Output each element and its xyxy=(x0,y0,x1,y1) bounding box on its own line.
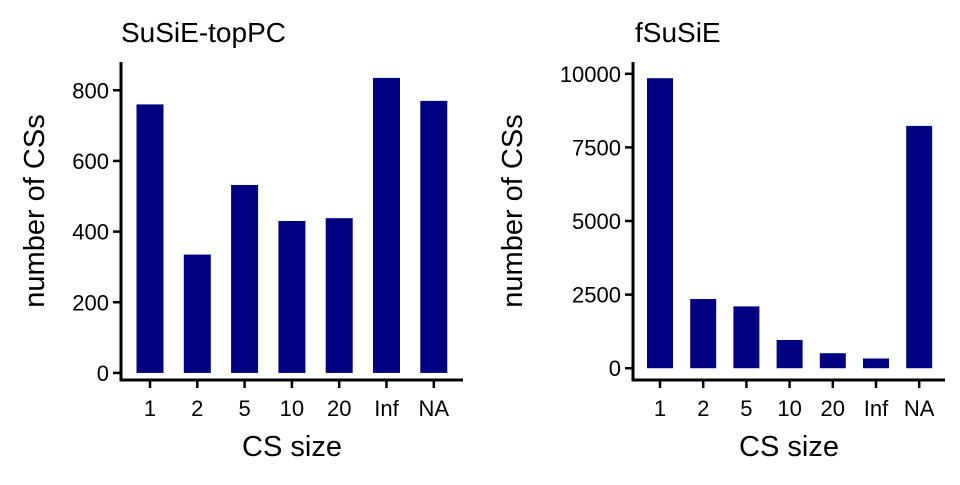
x-tick-label: 20 xyxy=(327,396,351,421)
y-axis-label: number of CSs xyxy=(497,114,529,307)
y-tick-label: 0 xyxy=(609,356,621,381)
y-tick-label: 10000 xyxy=(560,62,621,87)
bar-1 xyxy=(647,78,673,369)
y-tick-label: 200 xyxy=(72,290,109,315)
y-tick-label: 7500 xyxy=(572,135,621,160)
bar-20 xyxy=(325,218,353,373)
y-tick-label: 5000 xyxy=(572,209,621,234)
y-tick-label: 2500 xyxy=(572,283,621,308)
x-tick-label: Inf xyxy=(864,396,889,421)
bar-5 xyxy=(231,184,259,373)
bar-1 xyxy=(136,104,164,373)
x-tick-label: 2 xyxy=(697,396,709,421)
panel-fsusie: fSuSiE CS size number of CSs 0 2500 5000 75… xyxy=(497,17,945,463)
bar-Inf xyxy=(863,358,889,369)
x-tick-label: NA xyxy=(419,396,450,421)
y-tick-label: 600 xyxy=(72,149,109,174)
x-tick-label: Inf xyxy=(374,396,399,421)
bar-10 xyxy=(278,221,306,373)
x-tick-label: 1 xyxy=(654,396,666,421)
x-tick-label: 5 xyxy=(740,396,752,421)
x-tick-label: NA xyxy=(904,396,935,421)
bar-Inf xyxy=(373,77,400,373)
x-tick-label: 10 xyxy=(777,396,801,421)
bar-2 xyxy=(183,254,211,373)
bar-20 xyxy=(819,353,846,369)
panel-susie-toppc: SuSiE-topPC CS size number of CSs 0 200 40… xyxy=(19,17,463,463)
bar-5 xyxy=(733,306,760,369)
x-tick-label: 10 xyxy=(280,396,304,421)
bar-2 xyxy=(690,299,717,369)
y-axis-label: number of CSs xyxy=(19,114,51,307)
bar-group: 0 2500 5000 7500 10000 1 2 5 10 20 Inf NA xyxy=(560,62,945,421)
chart-title: SuSiE-topPC xyxy=(121,17,286,48)
y-tick-label: 800 xyxy=(72,78,109,103)
x-axis-label: CS size xyxy=(739,431,839,463)
y-tick-label: 0 xyxy=(97,361,109,386)
x-axis-label: CS size xyxy=(242,431,342,463)
x-tick-label: 20 xyxy=(821,396,845,421)
x-tick-label: 5 xyxy=(238,396,250,421)
bar-NA xyxy=(906,125,933,369)
chart-title: fSuSiE xyxy=(635,17,721,48)
x-tick-label: 2 xyxy=(191,396,203,421)
bar-10 xyxy=(776,339,803,369)
bar-group: 0 200 400 600 800 1 2 5 10 20 Inf NA xyxy=(72,62,463,421)
x-tick-label: 1 xyxy=(144,396,156,421)
bar-NA xyxy=(420,100,448,373)
y-tick-label: 400 xyxy=(72,220,109,245)
